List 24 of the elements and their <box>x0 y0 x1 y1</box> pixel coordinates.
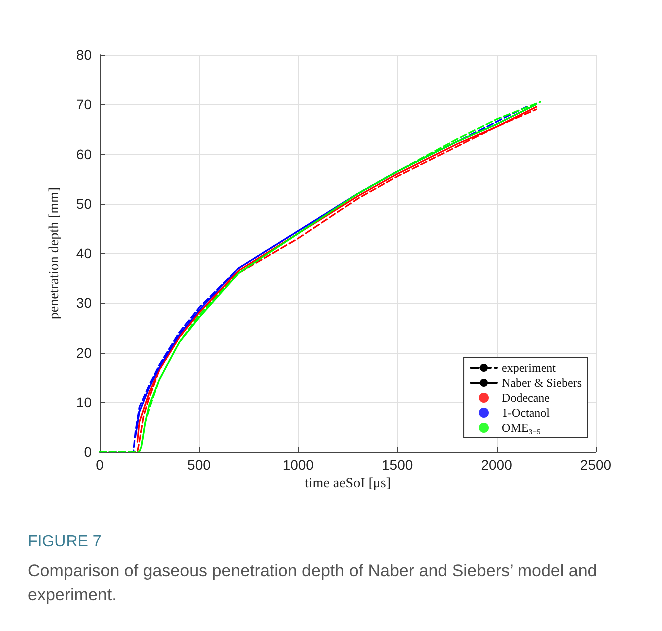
y-tick-label: 20 <box>76 344 92 361</box>
caption: FIGURE 7 <box>28 534 102 550</box>
y-tick-label: 30 <box>76 295 92 312</box>
y-axis-title: penetration depth [mm] <box>48 187 62 320</box>
y-tick-label: 40 <box>76 246 92 262</box>
legend-label: 1-Octanol <box>502 406 551 420</box>
y-tick-label: 50 <box>76 196 92 212</box>
x-tick-label: 500 <box>188 457 212 473</box>
x-tick-label: 2500 <box>580 457 612 473</box>
legend-label: Dodecane <box>502 391 550 405</box>
legend-label: OME₃₋₅ <box>502 421 542 435</box>
legend-label: Naber & Siebers <box>502 376 582 390</box>
x-tick-label: 0 <box>96 457 104 473</box>
x-tick-label: 2000 <box>481 457 513 473</box>
y-tick-label: 0 <box>84 444 92 460</box>
legend-label: experiment <box>502 361 557 375</box>
y-tick-label: 80 <box>76 47 92 63</box>
y-tick-label: 70 <box>76 96 92 113</box>
x-axis-title: time aeSoI [μs] <box>304 476 392 492</box>
y-tick-label: 60 <box>76 146 92 162</box>
text: Comparison of gaseous penetration depth of Naber and Siebers’ model and experiment. <box>28 562 602 604</box>
x-tick-label: 1000 <box>282 457 314 473</box>
x-tick-label: 1500 <box>382 457 414 473</box>
y-tick-label: 10 <box>76 394 92 410</box>
